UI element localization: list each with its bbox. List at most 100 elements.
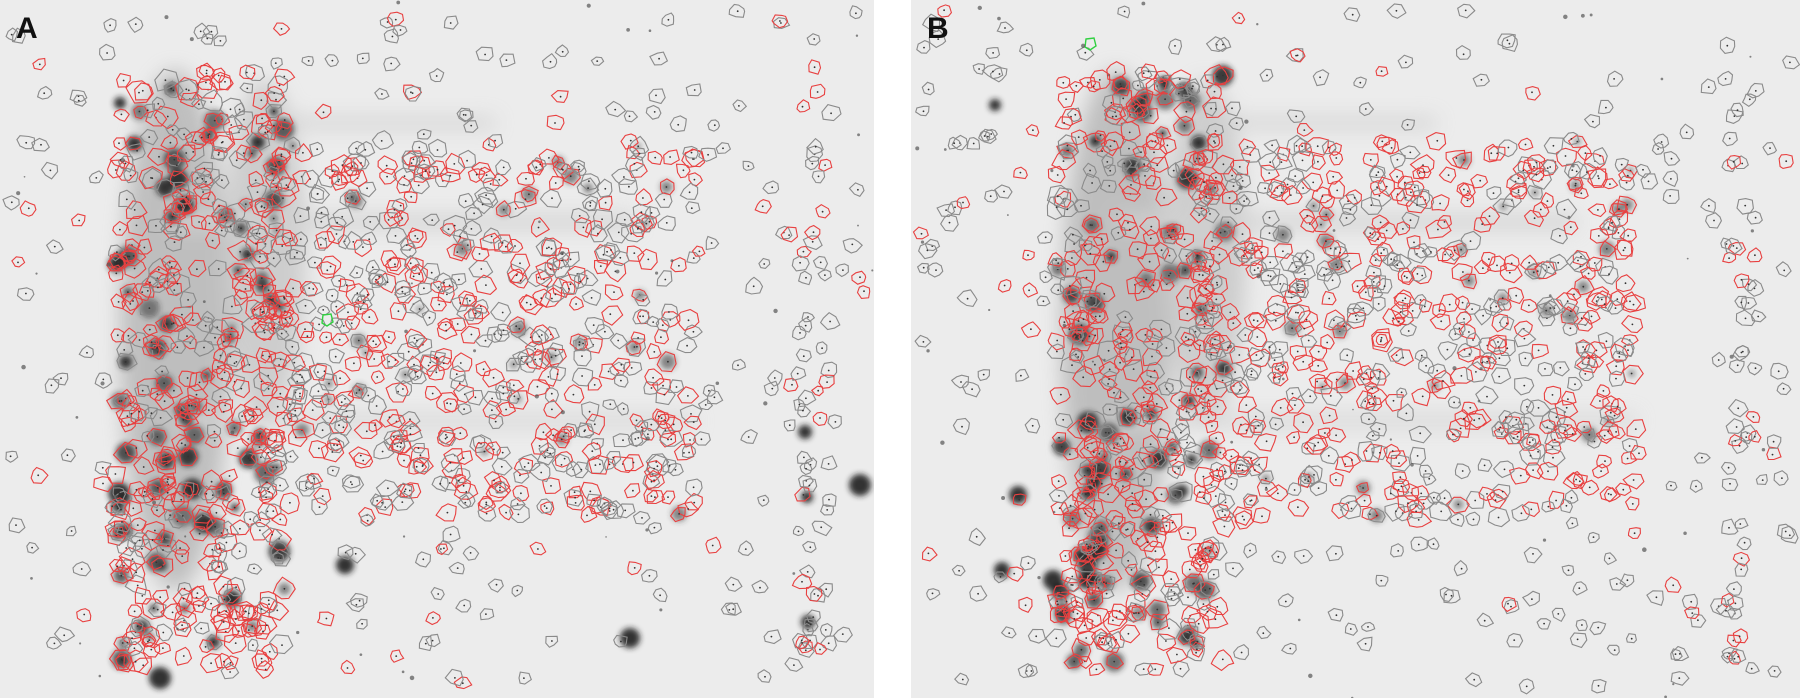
spot-center bbox=[388, 360, 390, 363]
spot-outline bbox=[1367, 508, 1386, 523]
spot-outline bbox=[513, 189, 537, 209]
spot-center bbox=[166, 481, 169, 483]
spot-outline bbox=[594, 323, 615, 340]
spot-center bbox=[1607, 226, 1610, 229]
spot-outline bbox=[1492, 460, 1515, 479]
spot-outline bbox=[1536, 461, 1559, 481]
spot-outline bbox=[1407, 245, 1429, 264]
spot-outline bbox=[155, 542, 173, 559]
spot-outline bbox=[1366, 385, 1389, 406]
spot-center bbox=[376, 499, 379, 502]
spot-center bbox=[1085, 637, 1088, 639]
spot-outline bbox=[197, 74, 213, 91]
spot-outline bbox=[818, 374, 835, 389]
spot-center bbox=[1597, 177, 1600, 180]
spot-center bbox=[704, 404, 707, 406]
spot-center bbox=[1203, 181, 1205, 184]
dust-speck bbox=[560, 410, 565, 415]
spot-center bbox=[1563, 208, 1566, 211]
spot-center bbox=[1092, 451, 1095, 454]
spot-outline bbox=[430, 296, 447, 312]
spot-outline bbox=[654, 410, 670, 425]
spot-outline bbox=[1547, 406, 1566, 427]
spot-outline bbox=[1233, 643, 1250, 661]
spot-outline bbox=[69, 89, 88, 103]
spot-center bbox=[1375, 174, 1378, 177]
spot-outline bbox=[1731, 438, 1749, 455]
spot-center bbox=[1377, 377, 1380, 379]
spot-center bbox=[244, 288, 247, 290]
spot-outline bbox=[209, 609, 231, 632]
spot-center bbox=[291, 345, 294, 348]
spot-center bbox=[1438, 310, 1441, 312]
spot-center bbox=[229, 225, 232, 228]
spot-outline bbox=[504, 200, 528, 219]
spot-outline bbox=[492, 329, 510, 342]
spot-center bbox=[1119, 437, 1122, 440]
spot-center bbox=[1439, 202, 1441, 205]
spot-outline bbox=[1435, 247, 1455, 262]
spot-outline bbox=[1459, 273, 1478, 290]
spot-center bbox=[346, 667, 349, 669]
spot-center bbox=[1524, 357, 1527, 360]
spot-center bbox=[1223, 230, 1226, 233]
spot-outline bbox=[403, 191, 418, 204]
spot-outline bbox=[1169, 390, 1190, 411]
spot-center bbox=[449, 22, 452, 24]
spot-outline bbox=[1081, 214, 1103, 234]
spot-outline bbox=[1179, 366, 1201, 387]
spot-outline bbox=[252, 249, 269, 265]
spot-center bbox=[311, 409, 314, 411]
spot-center bbox=[246, 253, 249, 256]
spot-outline bbox=[1615, 274, 1636, 293]
spot-outline bbox=[302, 281, 324, 297]
spot-outline bbox=[1257, 151, 1281, 171]
spot-outline bbox=[198, 65, 216, 78]
spot-outline bbox=[1412, 167, 1426, 180]
spot-outline bbox=[1124, 495, 1143, 512]
spot-outline bbox=[1174, 418, 1190, 433]
spot-center bbox=[299, 373, 301, 376]
spot-outline bbox=[1526, 399, 1552, 417]
spot-outline bbox=[1155, 187, 1178, 207]
spot-center bbox=[1613, 649, 1616, 651]
spot-outline bbox=[425, 611, 441, 626]
spot-center bbox=[536, 385, 539, 388]
spot-outline bbox=[659, 432, 677, 448]
spot-outline bbox=[1585, 256, 1603, 272]
spot-center bbox=[519, 279, 522, 282]
spot-center bbox=[1280, 191, 1283, 194]
spot-center bbox=[267, 599, 270, 602]
spot-outline bbox=[1471, 355, 1491, 372]
spot-center bbox=[262, 630, 264, 633]
spot-outline bbox=[432, 272, 455, 293]
spot-center bbox=[1257, 424, 1260, 427]
spot-center bbox=[593, 499, 596, 502]
spot-center bbox=[1191, 87, 1193, 90]
spot-center bbox=[1535, 161, 1538, 164]
spot-center bbox=[788, 234, 790, 237]
spot-outline bbox=[453, 228, 469, 245]
spot-outline bbox=[311, 497, 328, 516]
spot-center bbox=[1218, 253, 1221, 256]
spot-center bbox=[272, 257, 275, 260]
spot-outline bbox=[1517, 137, 1534, 151]
spot-outline bbox=[344, 190, 367, 211]
spot-outline bbox=[1376, 136, 1397, 155]
spot-center bbox=[574, 502, 577, 504]
spot-center bbox=[322, 309, 325, 311]
spot-outline bbox=[228, 150, 248, 170]
spot-outline bbox=[148, 257, 172, 282]
spot-outline bbox=[183, 427, 205, 443]
spot-outline bbox=[1145, 132, 1165, 151]
spot-outline bbox=[276, 175, 300, 197]
spot-outline bbox=[450, 296, 469, 313]
spot-outline bbox=[276, 112, 294, 130]
spot-center bbox=[677, 123, 680, 126]
spot-center bbox=[1071, 257, 1073, 259]
spot-center bbox=[1083, 568, 1086, 571]
spot-outline bbox=[1186, 644, 1205, 662]
spot-center bbox=[1160, 328, 1163, 331]
spot-center bbox=[1574, 184, 1577, 187]
spot-center bbox=[1165, 640, 1167, 642]
